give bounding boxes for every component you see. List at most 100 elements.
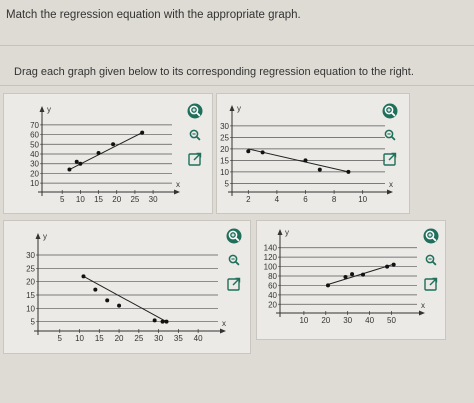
- y-tick-label: 70: [30, 121, 39, 130]
- x-axis-label: x: [222, 319, 226, 328]
- data-point: [385, 264, 390, 269]
- x-tick-label: 20: [112, 195, 121, 204]
- y-axis-label: y: [47, 105, 51, 114]
- x-tick-label: 25: [130, 195, 139, 204]
- y-tick-label: 30: [26, 251, 35, 260]
- data-point: [81, 274, 86, 279]
- x-tick-label: 4: [275, 195, 280, 204]
- regression-line: [248, 148, 349, 173]
- y-tick-label: 20: [268, 300, 277, 309]
- x-tick-label: 25: [134, 334, 143, 343]
- data-point: [117, 303, 122, 308]
- y-tick-label: 10: [26, 304, 35, 313]
- graph-card-3[interactable]: 30 25 20 15 10 5 5 10 15 20 25 30 35 40 x y: [3, 220, 251, 354]
- x-tick-label: 30: [154, 334, 163, 343]
- zoom-in-icon[interactable]: [422, 227, 440, 245]
- graph-card-2[interactable]: 30 25 20 15 10 5 2 4 6 8 10 x y: [216, 93, 410, 214]
- graph-card-4[interactable]: 140 120 100 80 60 40 20 10 20 30 40 50 x y: [256, 220, 446, 340]
- open-external-icon[interactable]: [186, 150, 204, 168]
- zoom-out-icon[interactable]: [422, 251, 440, 269]
- x-tick-label: 15: [94, 195, 103, 204]
- graph-3-plot: 30 25 20 15 10 5 5 10 15 20 25 30 35 40 x y: [26, 232, 226, 343]
- drag-instruction: Drag each graph given below to its corre…: [14, 66, 414, 78]
- y-tick-label: 15: [26, 291, 35, 300]
- graph-1-tools: [186, 102, 204, 168]
- regression-line: [327, 263, 394, 285]
- zoom-out-icon[interactable]: [225, 251, 243, 269]
- zoom-in-icon[interactable]: [186, 102, 204, 120]
- x-tick-label: 20: [321, 316, 330, 325]
- y-tick-label: 30: [30, 160, 39, 169]
- y-axis-arrow: [229, 105, 235, 111]
- y-tick-label: 140: [264, 244, 278, 253]
- data-point: [350, 272, 355, 277]
- data-point: [78, 161, 83, 166]
- data-point: [325, 283, 330, 288]
- x-axis-label: x: [389, 180, 393, 189]
- y-axis-arrow: [35, 233, 41, 239]
- x-tick-label: 5: [58, 334, 63, 343]
- x-axis-arrow: [419, 310, 425, 316]
- graph-4-tools: [422, 227, 440, 293]
- match-instruction: Match the regression equation with the a…: [6, 9, 301, 21]
- x-tick-label: 35: [174, 334, 183, 343]
- graph-3-tools: [225, 227, 243, 293]
- data-point: [152, 318, 157, 323]
- y-tick-label: 10: [220, 168, 229, 177]
- y-tick-label: 20: [30, 169, 39, 178]
- y-axis-label: y: [285, 228, 289, 237]
- x-tick-label: 50: [387, 316, 396, 325]
- y-tick-label: 5: [31, 318, 36, 327]
- y-tick-label: 60: [268, 281, 277, 290]
- y-axis-arrow: [39, 106, 45, 112]
- data-point: [96, 151, 101, 156]
- data-point: [111, 142, 116, 147]
- data-point: [303, 158, 308, 163]
- data-point: [164, 319, 169, 324]
- data-point: [346, 169, 351, 174]
- y-axis-label: y: [237, 104, 241, 113]
- regression-line: [83, 275, 167, 323]
- x-tick-label: 15: [95, 334, 104, 343]
- divider: [0, 85, 474, 86]
- y-tick-label: 5: [225, 179, 230, 188]
- zoom-in-icon[interactable]: [225, 227, 243, 245]
- data-point: [317, 167, 322, 172]
- y-tick-label: 25: [220, 133, 229, 142]
- x-axis-arrow: [387, 189, 393, 195]
- y-axis-arrow: [277, 229, 283, 235]
- open-external-icon[interactable]: [381, 150, 399, 168]
- data-point: [246, 149, 251, 154]
- x-tick-label: 30: [343, 316, 352, 325]
- zoom-out-icon[interactable]: [381, 126, 399, 144]
- y-tick-label: 40: [30, 150, 39, 159]
- data-point: [160, 319, 165, 324]
- y-tick-label: 20: [220, 145, 229, 154]
- data-point: [93, 287, 98, 292]
- open-external-icon[interactable]: [422, 275, 440, 293]
- x-tick-label: 30: [149, 195, 158, 204]
- y-tick-label: 15: [220, 156, 229, 165]
- x-tick-label: 5: [60, 195, 65, 204]
- divider: [0, 45, 474, 46]
- y-axis-label: y: [43, 232, 47, 241]
- y-tick-label: 40: [268, 291, 277, 300]
- y-tick-label: 20: [26, 278, 35, 287]
- x-tick-label: 20: [115, 334, 124, 343]
- x-tick-label: 6: [303, 195, 308, 204]
- x-tick-label: 40: [194, 334, 203, 343]
- data-point: [260, 150, 265, 155]
- graph-card-1[interactable]: 70 60 50 40 30 20 10 5 10 15 20 25 30 x y: [3, 93, 213, 214]
- x-axis-label: x: [176, 180, 180, 189]
- zoom-in-icon[interactable]: [381, 102, 399, 120]
- y-tick-label: 80: [268, 272, 277, 281]
- open-external-icon[interactable]: [225, 275, 243, 293]
- x-axis-arrow: [174, 189, 180, 195]
- y-tick-label: 10: [30, 179, 39, 188]
- x-tick-label: 8: [332, 195, 337, 204]
- data-point: [140, 130, 145, 135]
- zoom-out-icon[interactable]: [186, 126, 204, 144]
- data-point: [67, 167, 72, 172]
- data-point: [361, 272, 366, 277]
